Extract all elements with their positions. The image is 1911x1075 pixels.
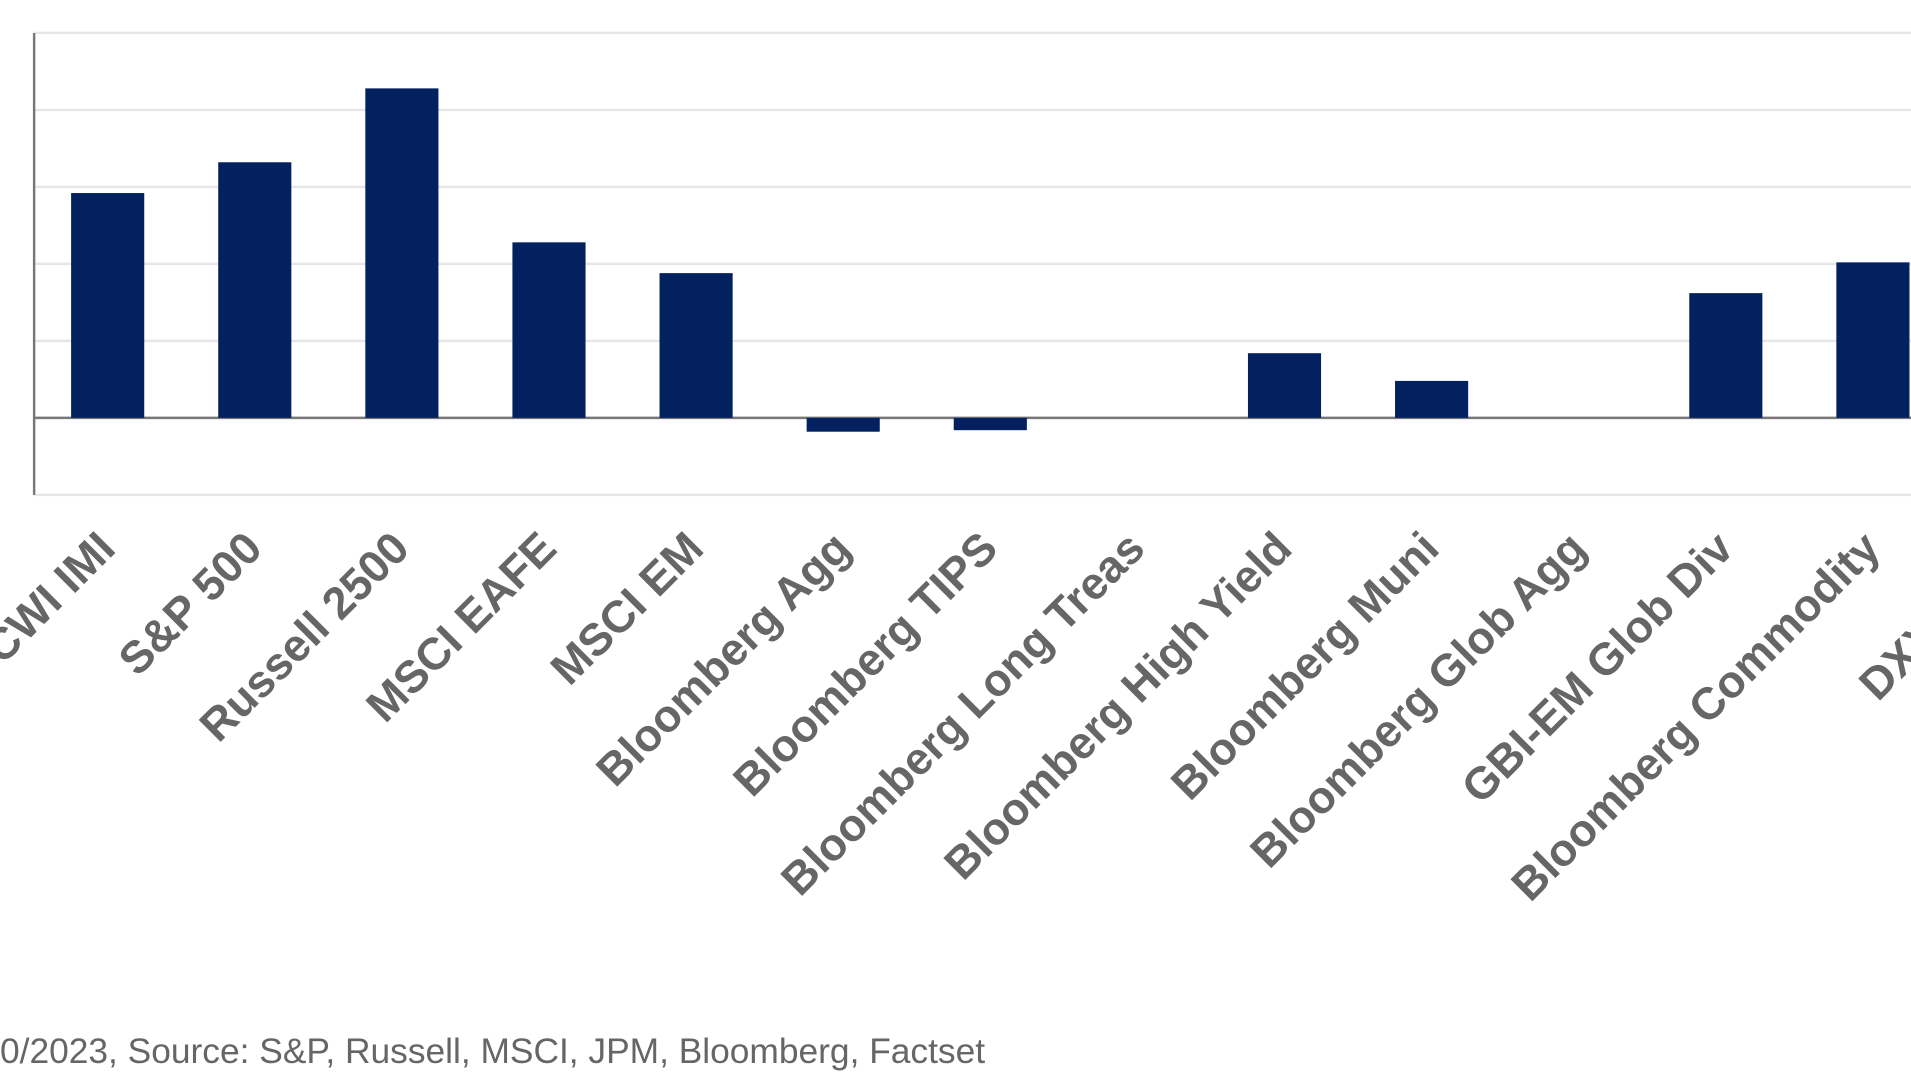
- bar: [218, 162, 292, 418]
- bar: [512, 242, 586, 418]
- bar: [1247, 353, 1322, 418]
- x-tick-label: Bloomberg Muni: [1161, 522, 1449, 810]
- x-tick-label: Bloomberg TIPS: [723, 522, 1007, 806]
- bar: [71, 193, 145, 418]
- footnote: 0/2023, Source: S&P, Russell, MSCI, JPM,…: [0, 1032, 985, 1071]
- bar: [659, 273, 733, 418]
- x-tick-label: GBI-EM Glob Div: [1452, 522, 1743, 813]
- bar: [806, 417, 880, 432]
- bar: [953, 417, 1027, 431]
- bar: [1689, 293, 1763, 418]
- x-tick-label: CWI IMI: [0, 522, 124, 673]
- bar: [1836, 262, 1910, 418]
- bar: [1395, 380, 1469, 418]
- x-tick-label: Bloomberg Agg: [586, 522, 860, 796]
- bar: [365, 88, 439, 418]
